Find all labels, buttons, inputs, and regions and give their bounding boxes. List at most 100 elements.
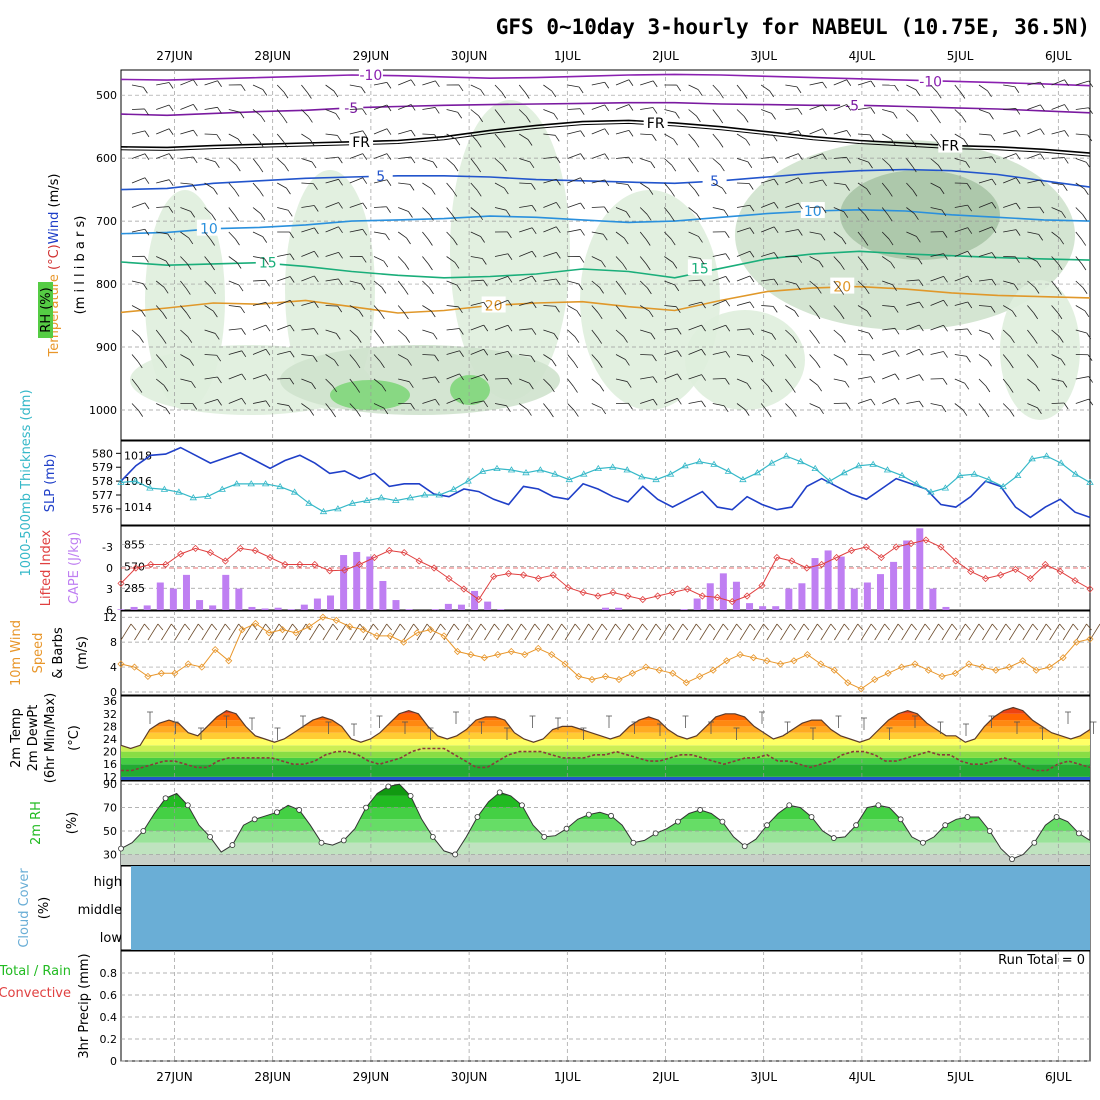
wind-barb [761,226,775,233]
wind-barb [785,130,799,135]
wind-barb [362,202,368,210]
wind-barb [386,104,392,112]
wind-barb [723,209,729,217]
wind-barb [1057,312,1063,320]
wind-barb [688,182,696,191]
wind-barb [943,299,948,307]
cloud-cover-label: Cloud Cover [17,868,32,948]
thickness-point [334,505,342,512]
cape-bar [340,555,348,610]
rh-shading [450,375,490,405]
wind-barb [289,299,295,307]
wind-barb [1010,336,1015,344]
cape-bar [313,598,321,610]
wind10m-barb [955,623,966,641]
wind10m-barb [722,623,729,631]
wind-barb [446,305,459,308]
wind-barb [191,381,196,389]
wind-barb [664,280,675,286]
wind10m-point [373,632,381,640]
wind-barb [131,84,144,88]
wind-barb [360,86,366,94]
wind-barb [676,328,682,335]
wind-barb [915,89,921,96]
thickness-point [869,460,877,467]
rh-point [207,833,214,840]
wind-barb [422,133,435,136]
wind-barb [991,279,997,286]
wind-barb [228,133,239,140]
wind-barb [422,376,436,380]
thickness-point [1086,478,1094,485]
wind-barb [791,410,797,417]
wind-barb [313,205,319,212]
wind-barb [720,164,725,172]
wind-barb [698,236,703,243]
li-point [698,592,706,600]
wind10m-barb [978,623,985,631]
wind-barb [615,231,625,239]
li-point [191,544,200,552]
wind-barb [349,228,363,233]
cape-bar [785,588,793,610]
cloud-level-high: high [94,875,122,890]
wind-barb [1015,229,1021,236]
wind-barb [277,350,291,355]
wind-barb [701,400,706,408]
wind-barb [282,116,288,124]
wind-barb [193,79,198,87]
wind-barb [615,305,623,314]
wind-barb [809,403,820,409]
wind-barb [833,207,845,213]
wind-barb [1062,184,1068,191]
wind-barb [555,278,561,286]
rh-band [121,819,1090,832]
wind-barb [446,109,458,113]
wind-barb [325,226,339,233]
cape-bar [929,588,937,610]
wind-barb [507,299,513,307]
wind-barb [882,133,892,140]
wind-barb [252,324,267,331]
li-point [221,557,229,565]
slp-label: SLP (mb) [43,454,58,513]
wind-barb [333,90,339,98]
wind-barb [688,231,699,237]
wind10m-barb [736,623,742,631]
date-label-bottom: 30JUN [451,1070,488,1084]
wind-barb [648,310,654,318]
thickness-tick-label: 578 [92,475,113,488]
ylabel-wind: Wind [47,212,62,245]
wind-barb [241,398,247,405]
wind-barb [301,328,315,331]
wind10m-point [601,672,610,680]
wind-barb [494,377,508,380]
rh-point [318,839,325,846]
wind10m-barb [712,623,724,641]
rh-point [251,816,258,823]
rh-point [853,822,860,829]
wind-barb [567,108,581,110]
wind-barb [712,276,726,282]
wind-barb [502,164,507,172]
wind-barb [798,130,803,137]
li-point [132,564,140,572]
wind-barb [386,179,392,186]
wind-barb [857,158,869,163]
wind-barb [736,378,748,384]
thickness-point [189,494,198,501]
thickness-point [594,464,603,472]
wind10m-point [265,629,273,637]
wind-barb [918,400,924,408]
wind-barb [919,324,924,332]
wind10m-point [278,626,287,634]
wind-barb [954,354,967,357]
wind-barb [311,161,317,169]
wind-barb [978,178,993,184]
wind10m-point [534,644,542,652]
wind-barb [507,351,513,358]
wind10m-line [120,616,1091,690]
wind10m-barb [309,623,320,641]
wind-barb [313,183,318,190]
wind-barb [556,202,561,209]
